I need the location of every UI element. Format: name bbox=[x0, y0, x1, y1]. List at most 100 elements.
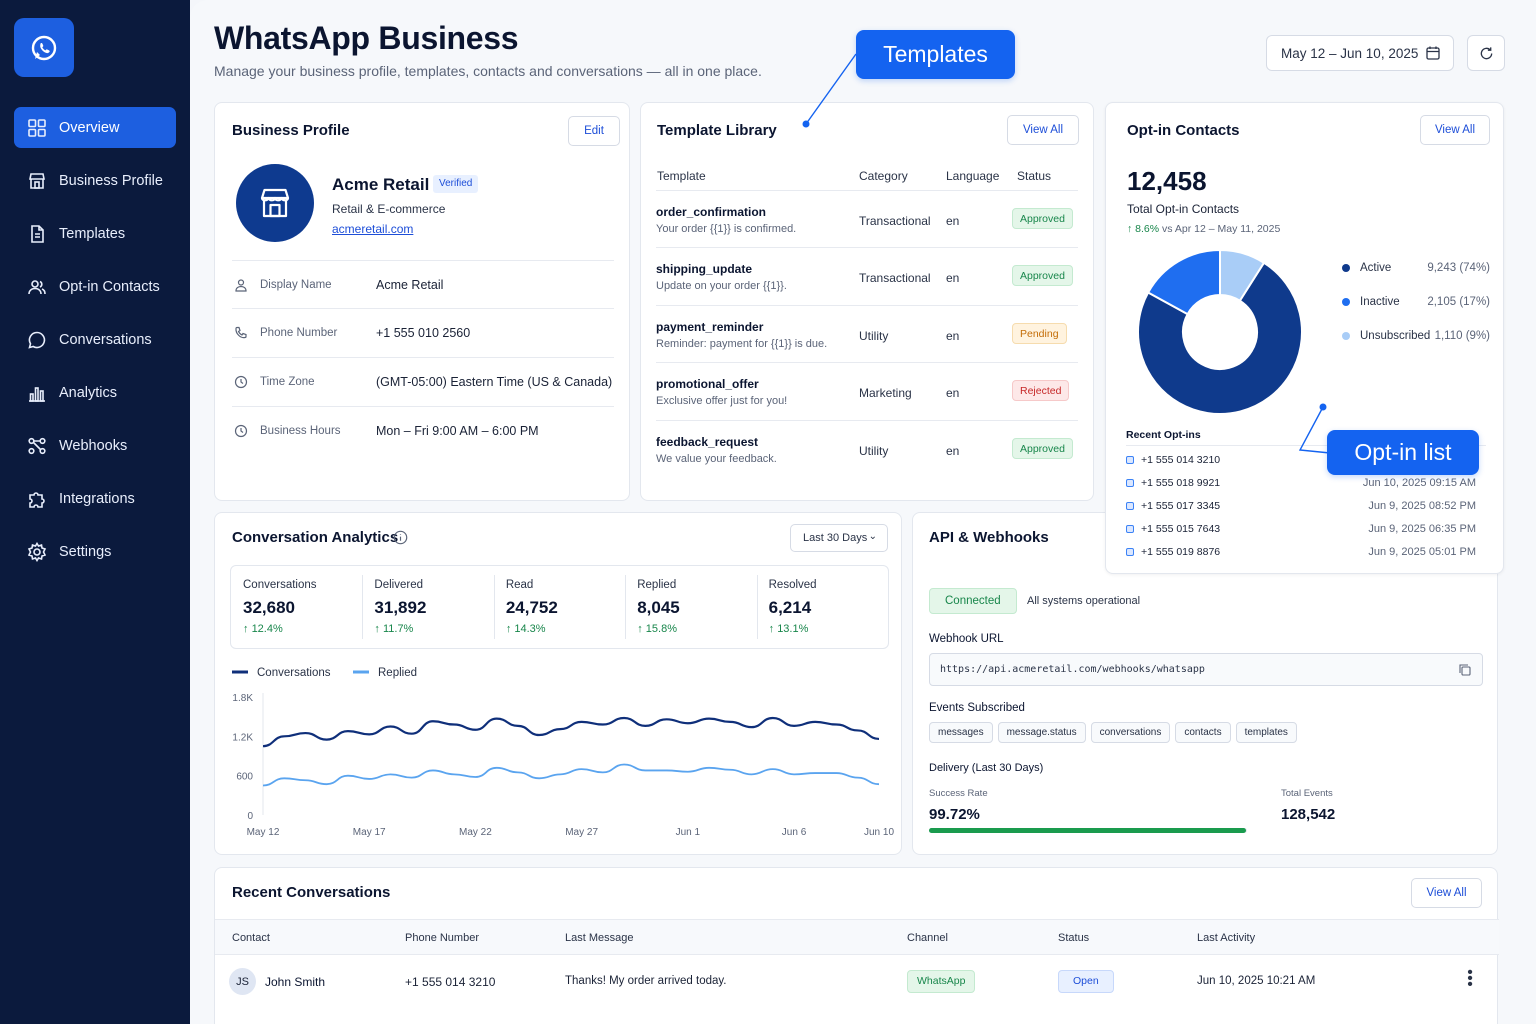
avatar-initials: JS bbox=[236, 975, 249, 988]
date-range-picker[interactable]: May 12 – Jun 10, 2025 bbox=[1266, 35, 1454, 71]
clock-icon bbox=[232, 424, 260, 438]
copy-icon[interactable] bbox=[1458, 663, 1472, 677]
template-name: payment_reminder bbox=[656, 320, 764, 334]
event-tag: contacts bbox=[1175, 722, 1231, 743]
sidebar-item-label: Conversations bbox=[59, 331, 152, 348]
column-header: Template bbox=[657, 169, 706, 183]
period-dropdown[interactable]: Last 30 Days ⌄ bbox=[790, 524, 888, 552]
column-header: Contact bbox=[232, 932, 270, 944]
sidebar-item-overview[interactable]: Overview bbox=[14, 107, 176, 148]
metric-value: 8,045 bbox=[637, 598, 680, 617]
sidebar-item-opt-in-contacts[interactable]: Opt-in Contacts bbox=[14, 266, 176, 307]
optin-list-item[interactable]: +1 555 015 7643 Jun 9, 2025 06:35 PM bbox=[1126, 523, 1476, 535]
view-all-templates-button[interactable]: View All bbox=[1007, 115, 1079, 145]
sidebar-item-label: Analytics bbox=[59, 384, 118, 401]
last-message: Thanks! My order arrived today. bbox=[565, 975, 727, 987]
optin-list-item[interactable]: +1 555 017 3345 Jun 9, 2025 08:52 PM bbox=[1126, 500, 1476, 512]
template-row[interactable]: payment_reminder Reminder: payment for {… bbox=[656, 305, 1078, 362]
sidebar-item-label: Settings bbox=[59, 543, 112, 560]
legend-label: Active bbox=[1360, 262, 1392, 274]
status-badge: Rejected bbox=[1012, 380, 1070, 401]
checkbox[interactable] bbox=[1126, 525, 1134, 533]
sidebar-item-label: Templates bbox=[59, 225, 126, 242]
more-options-icon[interactable]: • • • bbox=[1467, 964, 1473, 993]
sidebar: Overview Business Profile Templates Opt-… bbox=[0, 0, 190, 1024]
template-category: Marketing bbox=[859, 386, 912, 400]
donut-slice-unsubscribed bbox=[1219, 248, 1266, 303]
y-tick-label: 1.2K bbox=[232, 732, 253, 743]
chat-bubble-icon bbox=[27, 330, 47, 350]
metric-resolved: Resolved 6,214 ↑ 13.1% bbox=[756, 566, 888, 648]
sidebar-item-conversations[interactable]: Conversations bbox=[14, 319, 176, 360]
users-icon bbox=[27, 277, 47, 297]
template-language: en bbox=[946, 329, 960, 343]
arrow-up-icon: ↑ bbox=[1127, 223, 1133, 235]
metric-label: Resolved bbox=[768, 579, 817, 591]
checkbox[interactable] bbox=[1126, 502, 1134, 510]
info-icon[interactable] bbox=[393, 530, 408, 545]
checkbox[interactable] bbox=[1126, 456, 1134, 464]
sidebar-item-templates[interactable]: Templates bbox=[14, 213, 176, 254]
profile-field-time-zone: Time Zone (GMT-05:00) Eastern Time (US &… bbox=[232, 357, 614, 406]
optin-total-label: Total Opt-in Contacts bbox=[1127, 202, 1240, 216]
optin-time: Jun 10, 2025 09:15 AM bbox=[1362, 477, 1476, 489]
profile-field-display-name: Display Name Acme Retail bbox=[232, 260, 614, 309]
conversation-row[interactable]: JS John Smith +1 555 014 3210 Thanks! My… bbox=[215, 956, 1499, 1008]
contact-phone: +1 555 014 3210 bbox=[405, 975, 496, 989]
template-row[interactable]: shipping_update Update on your order {{1… bbox=[656, 247, 1078, 304]
sidebar-item-settings[interactable]: Settings bbox=[14, 531, 176, 572]
column-header: Last Message bbox=[565, 932, 634, 944]
sidebar-item-label: Integrations bbox=[59, 490, 135, 507]
recent-optins-divider bbox=[1126, 445, 1486, 446]
legend-inactive: Inactive 2,105 (17%) bbox=[1342, 296, 1490, 308]
metric-change-value: 14.3% bbox=[514, 623, 546, 635]
template-desc: Your order {{1}} is confirmed. bbox=[656, 223, 797, 235]
template-table-header: Template Category Language Status bbox=[656, 167, 1078, 189]
sidebar-nav: Overview Business Profile Templates Opt-… bbox=[14, 107, 176, 584]
status-badge: Approved bbox=[1012, 438, 1073, 459]
template-row[interactable]: feedback_request We value your feedback.… bbox=[656, 420, 1078, 477]
template-language: en bbox=[946, 271, 960, 285]
business-website-link[interactable]: acmeretail.com bbox=[332, 222, 414, 236]
phone-icon bbox=[232, 326, 260, 340]
sidebar-item-webhooks[interactable]: Webhooks bbox=[14, 425, 176, 466]
view-all-optins-button[interactable]: View All bbox=[1420, 115, 1490, 145]
optin-change: ↑ 8.6% vs Apr 12 – May 11, 2025 bbox=[1127, 223, 1280, 235]
optin-list-item[interactable]: +1 555 018 9921 Jun 10, 2025 09:15 AM bbox=[1126, 477, 1476, 489]
template-language: en bbox=[946, 214, 960, 228]
sidebar-item-business-profile[interactable]: Business Profile bbox=[14, 160, 176, 201]
sidebar-item-integrations[interactable]: Integrations bbox=[14, 478, 176, 519]
webhook-icon bbox=[27, 436, 47, 456]
edit-profile-button[interactable]: Edit bbox=[568, 116, 620, 146]
optin-list-item[interactable]: +1 555 014 3210 bbox=[1126, 454, 1476, 466]
template-row[interactable]: promotional_offer Exclusive offer just f… bbox=[656, 362, 1078, 419]
y-tick-label: 600 bbox=[236, 772, 253, 783]
refresh-button[interactable] bbox=[1467, 35, 1505, 71]
template-desc: We value your feedback. bbox=[656, 453, 777, 465]
event-tag: messages bbox=[929, 722, 993, 743]
x-tick-label: May 17 bbox=[353, 827, 386, 838]
whatsapp-logo[interactable] bbox=[14, 18, 74, 77]
webhook-url-field[interactable]: https://api.acmeretail.com/webhooks/what… bbox=[929, 653, 1483, 686]
metric-change-value: 13.1% bbox=[777, 623, 809, 635]
grid-icon bbox=[27, 118, 47, 138]
templates-callout-connector bbox=[802, 53, 857, 128]
template-row[interactable]: order_confirmation Your order {{1}} is c… bbox=[656, 190, 1078, 247]
checkbox[interactable] bbox=[1126, 479, 1134, 487]
legend-value: 2,105 (17%) bbox=[1427, 296, 1490, 308]
checkbox[interactable] bbox=[1126, 548, 1134, 556]
template-category: Utility bbox=[859, 329, 889, 343]
legend-active: Active 9,243 (74%) bbox=[1342, 262, 1490, 274]
field-label: Time Zone bbox=[260, 376, 315, 388]
date-range-value: May 12 – Jun 10, 2025 bbox=[1281, 45, 1419, 61]
legend-value: 1,110 (9%) bbox=[1434, 330, 1490, 342]
metric-label: Read bbox=[505, 579, 534, 591]
x-tick-label: May 22 bbox=[459, 827, 492, 838]
view-all-conversations-button[interactable]: View All bbox=[1411, 878, 1482, 908]
optin-list-item[interactable]: +1 555 019 8876 Jun 9, 2025 05:01 PM bbox=[1126, 546, 1476, 558]
field-value: Acme Retail bbox=[376, 278, 444, 292]
sidebar-item-analytics[interactable]: Analytics bbox=[14, 372, 176, 413]
total-events-label: Total Events bbox=[1281, 788, 1333, 799]
sidebar-item-label: Opt-in Contacts bbox=[59, 278, 160, 295]
clock-icon bbox=[232, 375, 260, 389]
